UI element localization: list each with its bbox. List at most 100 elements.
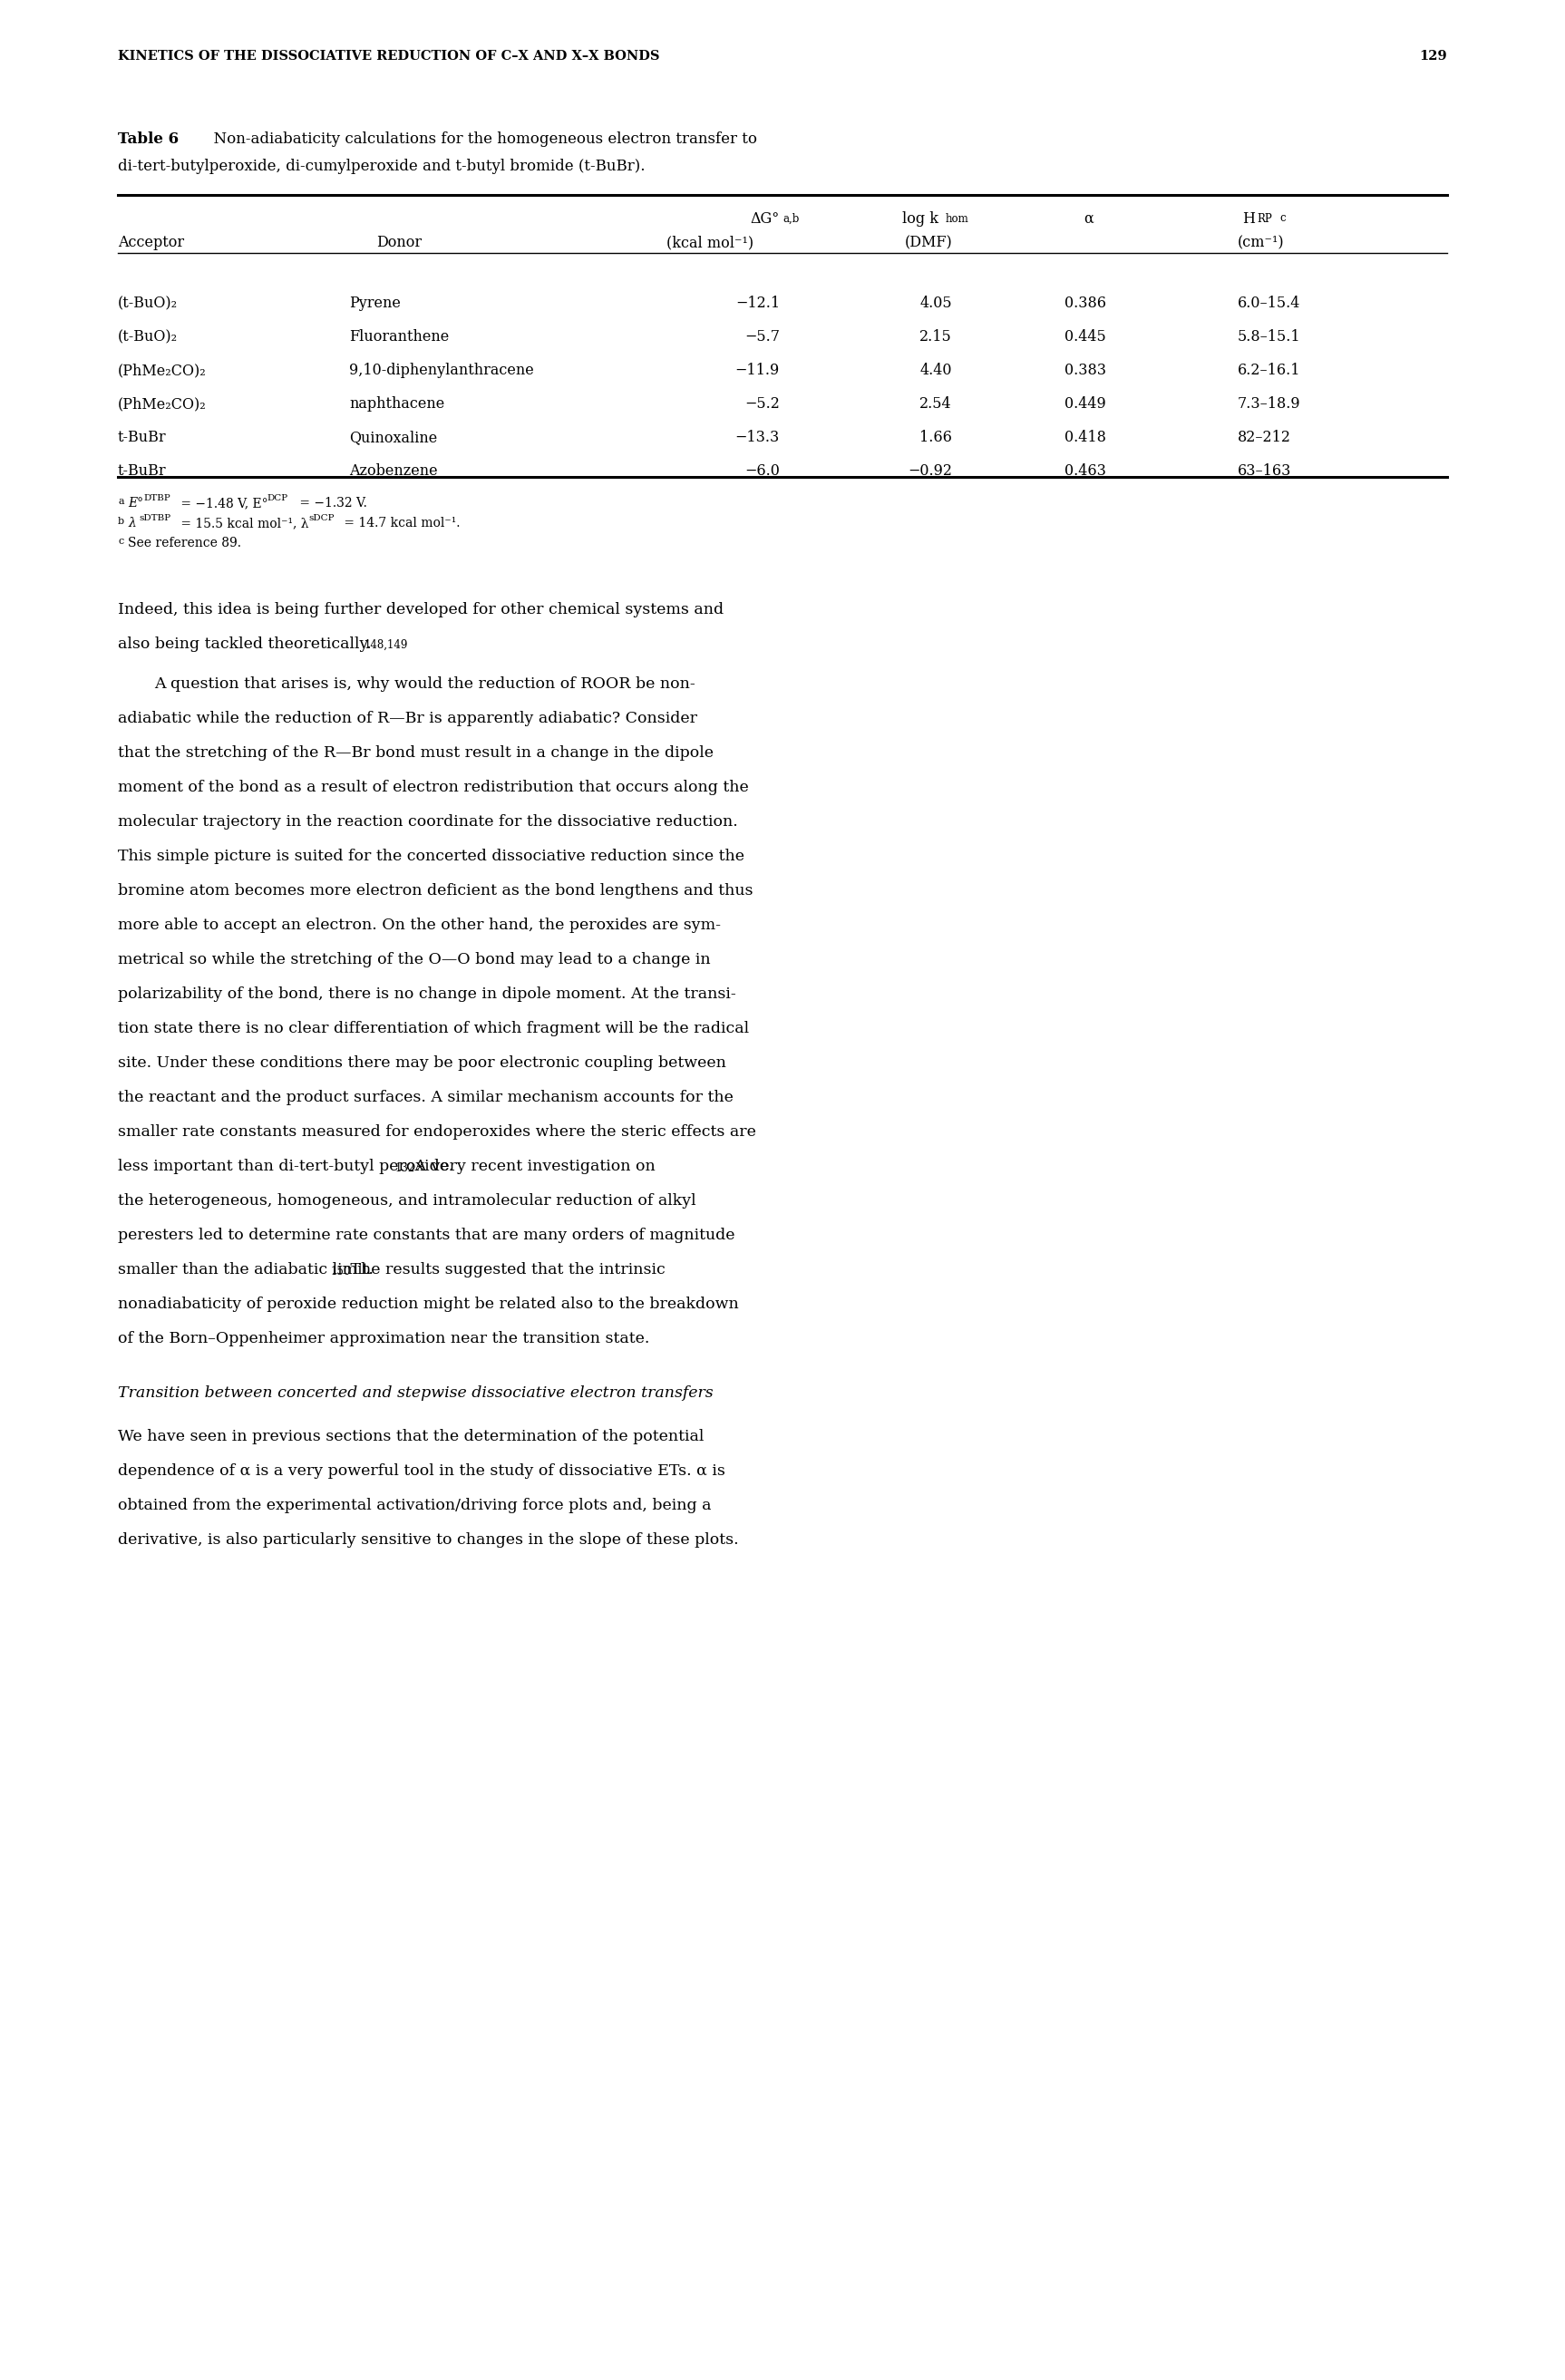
Text: 0.418: 0.418 [1064,431,1106,445]
Text: α: α [1083,212,1094,226]
Text: 4.40: 4.40 [920,362,952,378]
Text: 2.54: 2.54 [920,395,952,412]
Text: adiabatic while the reduction of R—Br is apparently adiabatic? Consider: adiabatic while the reduction of R—Br is… [117,712,698,726]
Text: dependence of α is a very powerful tool in the study of dissociative ETs. α is: dependence of α is a very powerful tool … [117,1464,725,1478]
Text: (PhMe₂CO)₂: (PhMe₂CO)₂ [117,395,207,412]
Text: tion state there is no clear differentiation of which fragment will be the radic: tion state there is no clear differentia… [117,1021,750,1035]
Text: 0.449: 0.449 [1064,395,1106,412]
Text: 63–163: 63–163 [1238,464,1291,478]
Text: −6.0: −6.0 [745,464,779,478]
Text: See reference 89.: See reference 89. [128,538,241,550]
Text: ΔG°: ΔG° [751,212,779,226]
Text: Pyrene: Pyrene [349,295,401,312]
Text: = 15.5 kcal mol⁻¹, λ: = 15.5 kcal mol⁻¹, λ [177,516,308,528]
Text: b: b [117,516,124,526]
Text: derivative, is also particularly sensitive to changes in the slope of these plot: derivative, is also particularly sensiti… [117,1533,739,1547]
Text: 0.383: 0.383 [1064,362,1106,378]
Text: nonadiabaticity of peroxide reduction might be related also to the breakdown: nonadiabaticity of peroxide reduction mi… [117,1297,739,1311]
Text: c: c [1279,212,1285,224]
Text: 150: 150 [330,1266,351,1278]
Text: A very recent investigation on: A very recent investigation on [410,1159,656,1173]
Text: the reactant and the product surfaces. A similar mechanism accounts for the: the reactant and the product surfaces. A… [117,1090,734,1104]
Text: 132: 132 [394,1161,415,1173]
Text: RP: RP [1257,214,1272,224]
Text: the heterogeneous, homogeneous, and intramolecular reduction of alkyl: the heterogeneous, homogeneous, and intr… [117,1192,696,1209]
Text: This simple picture is suited for the concerted dissociative reduction since the: This simple picture is suited for the co… [117,850,745,864]
Text: (PhMe₂CO)₂: (PhMe₂CO)₂ [117,362,207,378]
Text: E°: E° [128,497,144,509]
Text: Acceptor: Acceptor [117,236,185,250]
Text: obtained from the experimental activation/driving force plots and, being a: obtained from the experimental activatio… [117,1497,712,1514]
Text: Non-adiabaticity calculations for the homogeneous electron transfer to: Non-adiabaticity calculations for the ho… [203,131,757,148]
Text: −13.3: −13.3 [736,431,779,445]
Text: 7.3–18.9: 7.3–18.9 [1238,395,1301,412]
Text: 0.445: 0.445 [1064,328,1106,345]
Text: a: a [117,497,124,507]
Text: −0.92: −0.92 [908,464,952,478]
Text: that the stretching of the R—Br bond must result in a change in the dipole: that the stretching of the R—Br bond mus… [117,745,714,762]
Text: 6.0–15.4: 6.0–15.4 [1238,295,1301,312]
Text: smaller than the adiabatic limit.: smaller than the adiabatic limit. [117,1261,374,1278]
Text: 1.66: 1.66 [920,431,952,445]
Text: also being tackled theoretically.: also being tackled theoretically. [117,635,371,652]
Text: Table 6: Table 6 [117,131,178,148]
Text: t-BuBr: t-BuBr [117,464,166,478]
Text: 2.15: 2.15 [920,328,952,345]
Text: (DMF): (DMF) [905,236,953,250]
Text: A question that arises is, why would the reduction of ROOR be non-: A question that arises is, why would the… [153,676,695,693]
Text: λ: λ [128,516,136,528]
Text: DTBP: DTBP [144,495,171,502]
Text: (t-BuO)₂: (t-BuO)₂ [117,328,178,345]
Text: less important than di-tert-butyl peroxide.: less important than di-tert-butyl peroxi… [117,1159,454,1173]
Text: t-BuBr: t-BuBr [117,431,166,445]
Text: = 14.7 kcal mol⁻¹.: = 14.7 kcal mol⁻¹. [340,516,460,528]
Text: DCP: DCP [266,495,288,502]
Text: Fluoranthene: Fluoranthene [349,328,449,345]
Text: 129: 129 [1419,50,1448,62]
Text: −11.9: −11.9 [736,362,779,378]
Text: smaller rate constants measured for endoperoxides where the steric effects are: smaller rate constants measured for endo… [117,1123,756,1140]
Text: a,b: a,b [782,214,800,224]
Text: molecular trajectory in the reaction coordinate for the dissociative reduction.: molecular trajectory in the reaction coo… [117,814,737,831]
Text: = −1.48 V, E°: = −1.48 V, E° [177,497,268,509]
Text: Azobenzene: Azobenzene [349,464,438,478]
Text: 4.05: 4.05 [920,295,952,312]
Text: Donor: Donor [376,236,421,250]
Text: (cm⁻¹): (cm⁻¹) [1238,236,1285,250]
Text: of the Born–Oppenheimer approximation near the transition state.: of the Born–Oppenheimer approximation ne… [117,1330,649,1347]
Text: H: H [1243,212,1255,226]
Text: sDCP: sDCP [308,514,333,521]
Text: We have seen in previous sections that the determination of the potential: We have seen in previous sections that t… [117,1428,704,1445]
Text: di-tert-butylperoxide, di-cumylperoxide and t-butyl bromide (t-BuBr).: di-tert-butylperoxide, di-cumylperoxide … [117,159,645,174]
Text: 9,10-diphenylanthracene: 9,10-diphenylanthracene [349,362,534,378]
Text: c: c [117,538,124,545]
Text: −5.2: −5.2 [745,395,779,412]
Text: Transition between concerted and stepwise dissociative electron transfers: Transition between concerted and stepwis… [117,1385,714,1402]
Text: naphthacene: naphthacene [349,395,444,412]
Text: −5.7: −5.7 [745,328,779,345]
Text: −12.1: −12.1 [736,295,779,312]
Text: 0.386: 0.386 [1064,295,1106,312]
Text: log k: log k [901,212,939,226]
Text: = −1.32 V.: = −1.32 V. [296,497,368,509]
Text: sDTBP: sDTBP [139,514,171,521]
Text: (kcal mol⁻¹): (kcal mol⁻¹) [667,236,754,250]
Text: The results suggested that the intrinsic: The results suggested that the intrinsic [346,1261,665,1278]
Text: moment of the bond as a result of electron redistribution that occurs along the: moment of the bond as a result of electr… [117,781,748,795]
Text: bromine atom becomes more electron deficient as the bond lengthens and thus: bromine atom becomes more electron defic… [117,883,753,900]
Text: 148,149: 148,149 [365,640,408,652]
Text: 0.463: 0.463 [1064,464,1106,478]
Text: 5.8–15.1: 5.8–15.1 [1238,328,1301,345]
Text: peresters led to determine rate constants that are many orders of magnitude: peresters led to determine rate constant… [117,1228,736,1242]
Text: Quinoxaline: Quinoxaline [349,431,437,445]
Text: Indeed, this idea is being further developed for other chemical systems and: Indeed, this idea is being further devel… [117,602,723,616]
Text: 6.2–16.1: 6.2–16.1 [1238,362,1301,378]
Text: 82–212: 82–212 [1238,431,1291,445]
Text: polarizability of the bond, there is no change in dipole moment. At the transi-: polarizability of the bond, there is no … [117,985,736,1002]
Text: site. Under these conditions there may be poor electronic coupling between: site. Under these conditions there may b… [117,1054,726,1071]
Text: more able to accept an electron. On the other hand, the peroxides are sym-: more able to accept an electron. On the … [117,919,721,933]
Text: hom: hom [945,214,969,224]
Text: KINETICS OF THE DISSOCIATIVE REDUCTION OF C–X AND X–X BONDS: KINETICS OF THE DISSOCIATIVE REDUCTION O… [117,50,659,62]
Text: (t-BuO)₂: (t-BuO)₂ [117,295,178,312]
Text: metrical so while the stretching of the O—O bond may lead to a change in: metrical so while the stretching of the … [117,952,711,966]
